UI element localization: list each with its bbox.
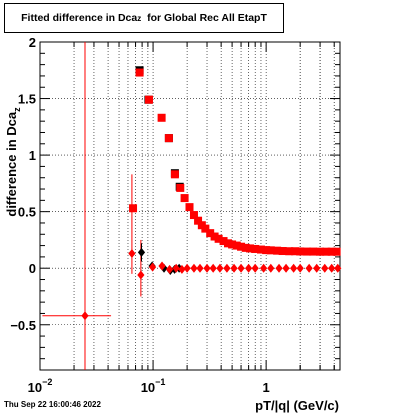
- data-point-diamond: [183, 263, 191, 273]
- data-point-square: [194, 216, 203, 225]
- data-point-diamond: [158, 261, 166, 271]
- y-tick-label: 2: [29, 35, 36, 50]
- data-point-diamond: [216, 263, 224, 273]
- data-point-diamond: [251, 263, 259, 273]
- data-point-diamond: [178, 264, 186, 274]
- data-point-diamond: [328, 263, 336, 273]
- x-tick-label-base: 10: [28, 380, 42, 395]
- data-point-square: [278, 247, 287, 256]
- data-point-diamond: [275, 263, 283, 273]
- x-tick-label: 10−2: [28, 377, 53, 395]
- x-tick-label-exponent: −2: [42, 377, 52, 387]
- chart-title-rest: for Global Rec All EtapT: [147, 12, 267, 24]
- data-point-square: [201, 224, 210, 233]
- y-axis-label-subscript: z: [12, 107, 22, 112]
- data-point-diamond: [190, 263, 198, 273]
- data-point-diamond: [223, 263, 231, 273]
- data-point-square: [303, 247, 312, 256]
- data-point-square: [176, 183, 185, 192]
- data-point-square: [228, 240, 237, 249]
- data-point-square: [316, 247, 325, 256]
- y-tick-label: 0.5: [18, 205, 36, 220]
- x-tick-label: 1: [263, 380, 270, 395]
- y-axis-label-main: difference in Dca: [4, 111, 19, 217]
- data-point-square: [164, 134, 173, 143]
- y-tick-label: 0: [29, 261, 36, 276]
- data-point-square: [232, 241, 241, 250]
- data-point-square: [144, 95, 153, 104]
- data-point-square: [322, 247, 331, 256]
- data-point-diamond: [305, 263, 313, 273]
- x-tick-label-exponent: −1: [155, 377, 165, 387]
- data-point-square: [285, 247, 294, 256]
- error-bars: [42, 42, 142, 370]
- data-point-square: [219, 237, 228, 246]
- data-point-diamond: [296, 263, 304, 273]
- data-point-diamond: [290, 263, 298, 273]
- x-axis-label: pT/|q| (GeV/c): [255, 398, 339, 413]
- data-point-diamond: [237, 263, 245, 273]
- y-tick-label: 1.5: [18, 92, 36, 107]
- data-point-square: [291, 247, 300, 256]
- data-point-diamond: [260, 263, 268, 273]
- data-markers: [81, 66, 342, 321]
- data-point-diamond: [313, 263, 321, 273]
- data-point-diamond: [209, 263, 217, 273]
- data-point-diamond: [334, 263, 342, 273]
- y-tick-label: −0.5: [10, 318, 36, 333]
- data-point-square: [210, 232, 219, 241]
- data-point-square: [214, 234, 223, 243]
- data-point-diamond: [128, 249, 136, 259]
- data-point-diamond: [203, 263, 211, 273]
- data-point-diamond: [245, 263, 253, 273]
- data-point-diamond: [196, 263, 204, 273]
- data-point-diamond: [172, 263, 180, 273]
- data-point-diamond: [267, 263, 275, 273]
- data-point-diamond: [282, 263, 290, 273]
- data-point-square: [241, 243, 250, 252]
- data-point-square: [170, 170, 179, 179]
- plot-frame: [39, 41, 341, 371]
- data-point-diamond: [137, 270, 145, 280]
- data-point-square: [251, 244, 260, 253]
- y-axis-label: difference in Dcaz: [4, 107, 22, 217]
- data-point-square: [180, 194, 189, 203]
- data-point-square: [273, 246, 282, 255]
- data-point-square: [246, 244, 255, 253]
- data-point-square: [309, 247, 318, 256]
- data-point-square: [135, 68, 144, 77]
- data-point-diamond: [137, 247, 146, 257]
- data-point-square: [262, 246, 271, 255]
- data-point-diamond: [165, 264, 174, 274]
- data-point-square: [185, 203, 194, 212]
- data-point-diamond: [321, 263, 329, 273]
- x-tick-label-base: 1: [263, 380, 270, 395]
- timestamp: Thu Sep 22 16:00:46 2022: [4, 400, 101, 409]
- data-point-square: [256, 245, 265, 254]
- chart-title-subscript: z: [137, 13, 142, 23]
- data-point-diamond: [230, 263, 238, 273]
- data-point-square: [296, 247, 305, 256]
- data-point-square: [129, 204, 138, 213]
- x-tick-label: 10−1: [141, 377, 166, 395]
- data-point-diamond: [148, 262, 157, 272]
- data-point-square: [224, 239, 233, 248]
- x-tick-label-base: 10: [141, 380, 155, 395]
- data-point-square: [189, 211, 198, 220]
- chart-title-main: Fitted difference in Dca: [21, 12, 138, 24]
- data-point-square: [327, 247, 336, 256]
- axes: 10−2 10−1 1−0.500.511.52: [10, 35, 340, 395]
- data-point-square: [237, 242, 246, 251]
- data-point-square: [206, 229, 215, 238]
- data-point-square: [157, 113, 166, 122]
- chart-title: Fitted difference in Dca z for Global Rec…: [4, 3, 284, 33]
- data-point-diamond: [81, 311, 89, 321]
- data-point-square: [332, 247, 341, 256]
- data-point-square: [266, 246, 275, 255]
- y-tick-label: 1: [29, 148, 36, 163]
